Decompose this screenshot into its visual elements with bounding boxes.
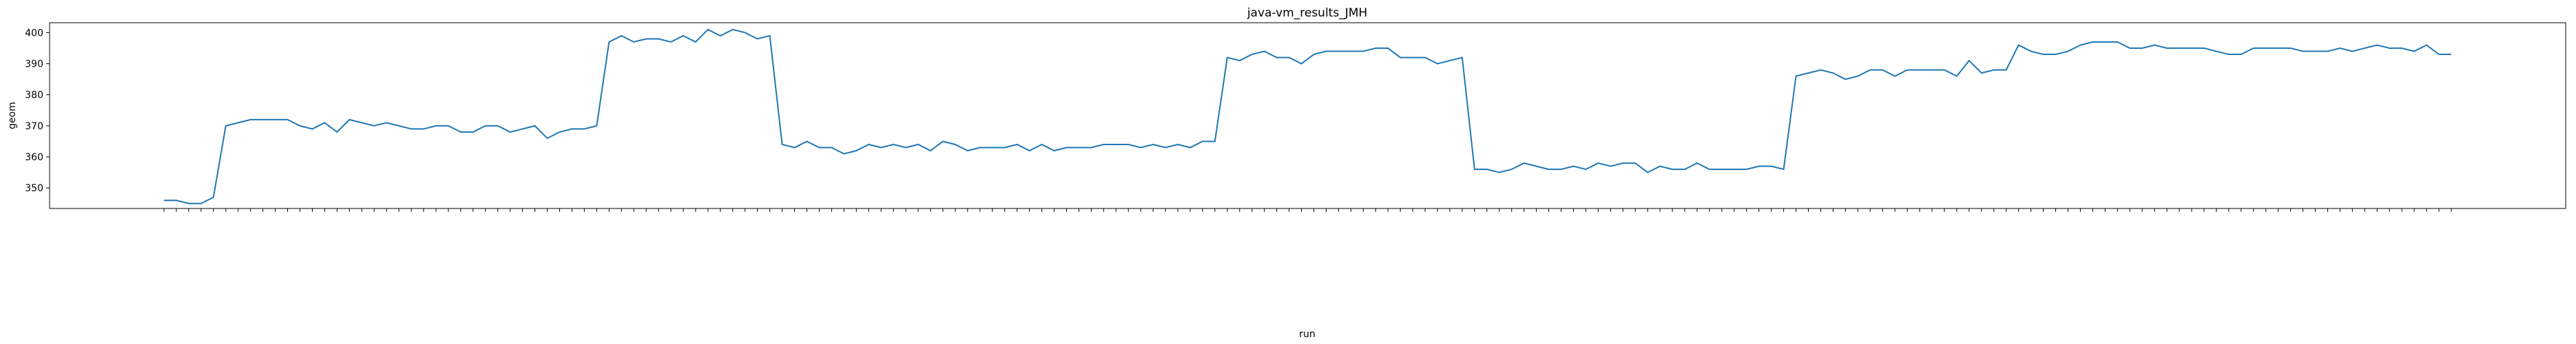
x-axis-label: run [1299,329,1316,340]
data-line [164,28,2451,204]
chart-title: java-vm_results_JMH [1247,6,1367,20]
y-axis-label: geom [7,102,18,129]
y-tick-label: 390 [25,59,43,70]
y-tick-label: 400 [25,28,43,39]
y-tick-label: 370 [25,121,43,132]
y-tick-label: 380 [25,90,43,101]
plot-frame [49,22,2566,209]
y-tick-label: 350 [25,183,43,194]
y-tick-label: 360 [25,152,43,163]
